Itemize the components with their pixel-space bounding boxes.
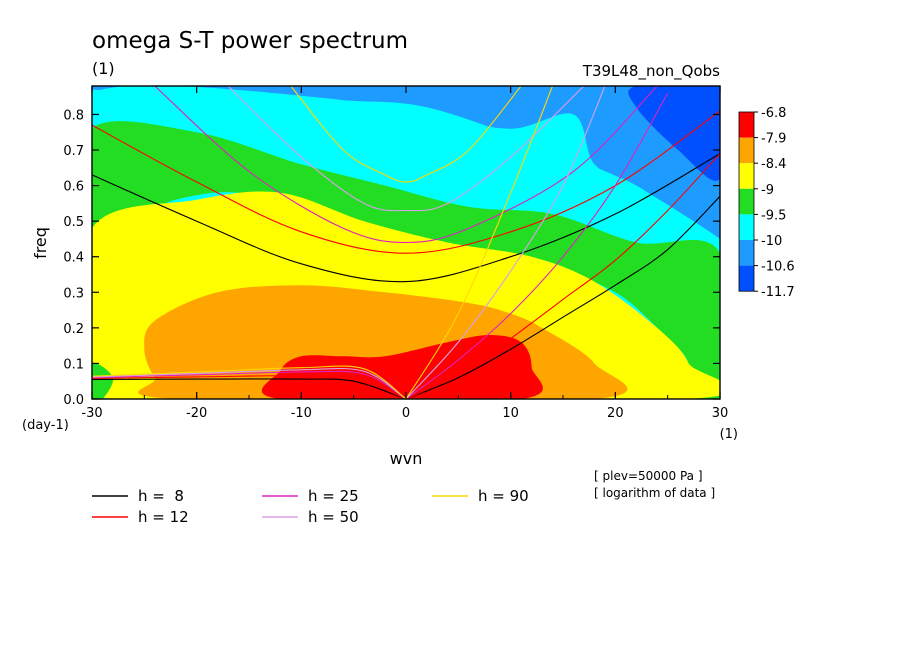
dispersion-curve-h8-0 — [92, 153, 720, 283]
colorbar-label: -10 — [761, 234, 782, 249]
y-axis: 0.0 0.1 0.2 0.3 0.4 0.5 0.6 0.7 0.8 — [63, 108, 720, 408]
dispersion-curve-h50-1 — [92, 368, 407, 399]
run-label: T39L48_non_Qobs — [582, 62, 720, 81]
dispersion-curve-h25-0 — [154, 86, 658, 244]
contour-region-1 — [628, 86, 720, 181]
colorbar-label: -9 — [761, 183, 774, 198]
dispersion-curve-h12-2 — [405, 153, 720, 399]
y-unit: (day-1) — [22, 418, 69, 433]
dispersion-curve-h50-0 — [227, 86, 585, 212]
legend-label: h = 8 — [138, 487, 184, 505]
contour-region-3 — [92, 121, 720, 399]
colorbar-label: -11.7 — [761, 285, 795, 300]
legend-label: h = 50 — [308, 508, 359, 526]
y-axis-label: freq — [31, 227, 50, 259]
colorbar: -6.8 -7.9 -8.4 -9 -9.5 -10 -10.6 -11.7 — [738, 106, 795, 300]
colorbar-swatch — [739, 188, 754, 215]
y-tick-label: 0.3 — [63, 286, 84, 301]
dispersion-curve-h8-2 — [405, 195, 720, 399]
y-tick-label: 0.8 — [63, 108, 84, 123]
colorbar-swatch — [739, 112, 754, 138]
dispersion-curve-h8-1 — [92, 378, 407, 399]
legend-label: h = 12 — [138, 508, 189, 526]
x-tick-label: 20 — [607, 406, 624, 421]
colorbar-swatch — [739, 163, 754, 189]
x-tick-label: -10 — [291, 406, 312, 421]
y-tick-label: 0.1 — [63, 357, 84, 372]
legend-label: h = 90 — [478, 487, 529, 505]
annotation-log: [ logarithm of data ] — [594, 486, 715, 500]
contour-region-5 — [92, 362, 114, 399]
x-axis: -30 -20 -10 0 10 20 30 — [81, 86, 728, 421]
colorbar-frame — [738, 111, 755, 292]
dispersion-curves-layer — [92, 86, 720, 399]
x-axis-label: wvn — [390, 449, 423, 468]
contour-layer — [92, 86, 720, 399]
colorbar-swatch — [739, 265, 754, 292]
y-tick-label: 0.7 — [63, 144, 84, 159]
y-tick-label: 0.0 — [63, 393, 84, 408]
x-tick-label: 0 — [402, 406, 410, 421]
y-tick-label: 0.5 — [63, 215, 84, 230]
y-tick-label: 0.4 — [63, 251, 84, 266]
dispersion-curve-h90-1 — [92, 365, 407, 399]
y-tick-label: 0.2 — [63, 322, 84, 337]
chart-subtitle: (1) — [92, 59, 115, 78]
dispersion-curve-h90-2 — [405, 86, 554, 399]
x-tick-label: -20 — [186, 406, 207, 421]
dispersion-curve-h50-2 — [405, 86, 606, 399]
dispersion-curve-h90-0 — [290, 86, 522, 183]
contour-region-2 — [92, 86, 720, 250]
colorbar-label: -9.5 — [761, 208, 786, 223]
colorbar-swatch — [739, 240, 754, 266]
legend-label: h = 25 — [308, 487, 359, 505]
dispersion-curve-h25-1 — [92, 370, 407, 399]
colorbar-label: -8.4 — [761, 157, 786, 172]
dispersion-curve-h12-1 — [92, 374, 407, 399]
colorbar-label: -6.8 — [761, 106, 786, 121]
x-unit: (1) — [720, 427, 738, 442]
y-tick-label: 0.6 — [63, 180, 84, 195]
colorbar-label: -10.6 — [761, 260, 795, 275]
dispersion-curve-h25-2 — [405, 92, 669, 399]
annotation-plev: [ plev=50000 Pa ] — [594, 469, 703, 483]
legend: h = 8 h = 12 h = 25 h = 50 h = 90 — [92, 487, 529, 526]
colorbar-swatch — [739, 137, 754, 164]
colorbar-label: -7.9 — [761, 132, 786, 147]
colorbar-swatch — [739, 214, 754, 240]
x-tick-label: 10 — [502, 406, 519, 421]
x-tick-label: -30 — [81, 406, 102, 421]
chart-title: omega S-T power spectrum — [92, 28, 408, 54]
x-tick-label: 30 — [712, 406, 729, 421]
contour-region-7 — [262, 335, 543, 399]
